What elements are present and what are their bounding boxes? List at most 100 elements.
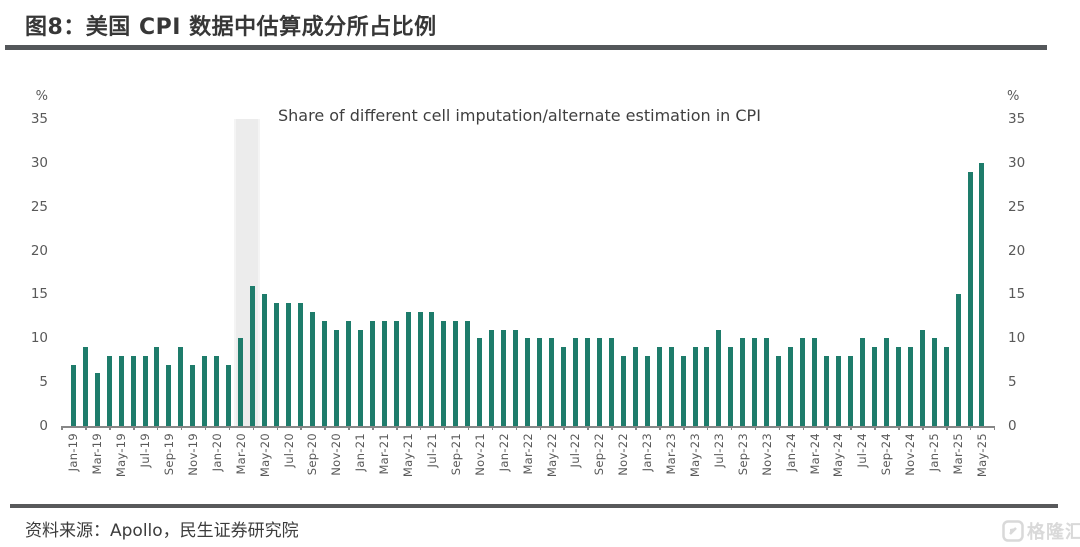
bar-Jan-24 [788, 347, 794, 426]
x-tick-label: May-23 [688, 433, 702, 478]
bar-May-21 [405, 311, 411, 426]
x-tick-label: Jul-24 [855, 433, 870, 468]
bar-Feb-20 [226, 364, 232, 426]
bar-Sep-23 [740, 338, 746, 426]
highlight-band [233, 119, 260, 426]
y-tick-label: 15 [30, 286, 48, 303]
watermark-text: 格隆汇 [1027, 522, 1080, 543]
x-tick [587, 426, 589, 430]
bar-Mar-24 [812, 338, 818, 426]
bar-Jun-23 [704, 347, 710, 426]
y-tick-label: 35 [1008, 111, 1026, 127]
x-tick [228, 426, 231, 430]
bar-Jul-23 [716, 329, 722, 426]
x-tick [850, 426, 852, 430]
x-tick-label: May-24 [831, 433, 846, 478]
bar-Jan-20 [214, 355, 220, 426]
y-tick-label: 10 [1008, 330, 1026, 347]
bar-Mar-20 [238, 338, 244, 426]
x-tick [180, 426, 183, 430]
y-tick-label: 25 [30, 198, 48, 215]
bar-Sep-24 [883, 338, 889, 426]
x-tick [611, 426, 613, 430]
x-tick-label: May-22 [544, 433, 559, 478]
bar-Jan-22 [501, 329, 507, 426]
x-tick [946, 426, 948, 430]
x-tick [563, 426, 565, 430]
bar-Dec-23 [776, 355, 782, 426]
x-tick [133, 426, 135, 430]
bar-Nov-23 [764, 338, 770, 426]
bar-Oct-21 [465, 320, 471, 426]
x-tick-label: May-20 [257, 433, 272, 478]
bar-Jun-19 [130, 355, 136, 426]
x-tick [276, 426, 278, 430]
x-tick [826, 426, 828, 430]
x-tick [443, 426, 446, 430]
x-tick-label: Jan-20 [209, 433, 224, 472]
x-tick-label: Nov-21 [472, 433, 487, 476]
x-tick-label: Jul-19 [138, 433, 153, 468]
x-tick-label: Mar-19 [90, 433, 105, 475]
bar-Aug-22 [584, 338, 590, 426]
bar-Apr-20 [250, 285, 256, 426]
x-tick [683, 426, 685, 430]
plot-area [61, 119, 996, 430]
bar-Aug-23 [728, 347, 734, 426]
bar-Mar-19 [94, 373, 100, 426]
x-tick-label: Jan-21 [353, 433, 368, 472]
bar-Aug-21 [441, 320, 447, 426]
x-tick [61, 426, 63, 430]
bar-Nov-20 [333, 329, 339, 426]
bar-Jan-21 [357, 329, 363, 426]
y-tick-label: 20 [1008, 242, 1026, 259]
y-tick-label: 10 [30, 330, 48, 347]
x-tick [109, 426, 111, 430]
y-axis-unit-left: % [35, 89, 48, 104]
bar-Mar-23 [668, 347, 674, 426]
chart-title: Share of different cell imputation/alter… [278, 106, 761, 125]
x-tick [874, 426, 876, 430]
bar-Aug-20 [297, 303, 303, 426]
bar-Apr-23 [680, 355, 686, 426]
x-tick [898, 426, 900, 430]
bar-Feb-25 [943, 347, 949, 426]
x-tick-label: Mar-20 [233, 433, 248, 475]
bar-Feb-24 [800, 338, 806, 426]
bar-May-22 [549, 338, 555, 426]
bar-Jul-21 [429, 311, 435, 426]
x-tick [419, 426, 422, 430]
x-tick [515, 426, 518, 430]
x-tick [539, 426, 542, 430]
x-tick [85, 426, 87, 430]
bar-Apr-25 [967, 171, 973, 426]
x-tick-label: Jan-23 [640, 433, 655, 472]
bottom-divider [10, 504, 1058, 508]
bar-Jan-25 [931, 338, 937, 426]
bar-Jun-20 [274, 303, 280, 426]
x-axis-line [61, 426, 995, 428]
bar-May-20 [262, 294, 268, 426]
bar-May-25 [979, 162, 985, 426]
x-tick-label: Mar-22 [520, 433, 535, 475]
bar-May-19 [118, 355, 124, 426]
x-tick-label: Jul-23 [711, 433, 726, 468]
x-tick-label: Nov-22 [616, 433, 631, 476]
x-tick-label: Jan-22 [496, 433, 511, 472]
y-axis-unit-right: % [1007, 89, 1020, 104]
bar-Sep-19 [166, 364, 172, 426]
x-tick-label: Mar-21 [377, 433, 392, 475]
source-note: 资料来源：Apollo，民生证券研究院 [25, 521, 299, 541]
x-tick-label: Jan-25 [927, 433, 942, 472]
x-tick-label: Sep-19 [161, 433, 176, 476]
x-tick [396, 426, 398, 430]
x-tick-label: Jul-20 [281, 433, 296, 468]
x-tick-label: Nov-19 [185, 433, 200, 476]
watermark: 格隆汇 [1002, 518, 1080, 544]
bar-Nov-22 [620, 355, 626, 426]
bar-Jul-20 [286, 303, 291, 426]
bar-Oct-22 [608, 338, 614, 426]
x-tick-label: Sep-22 [592, 433, 607, 476]
bar-Sep-22 [596, 338, 602, 426]
x-tick-label: Sep-23 [735, 433, 750, 476]
